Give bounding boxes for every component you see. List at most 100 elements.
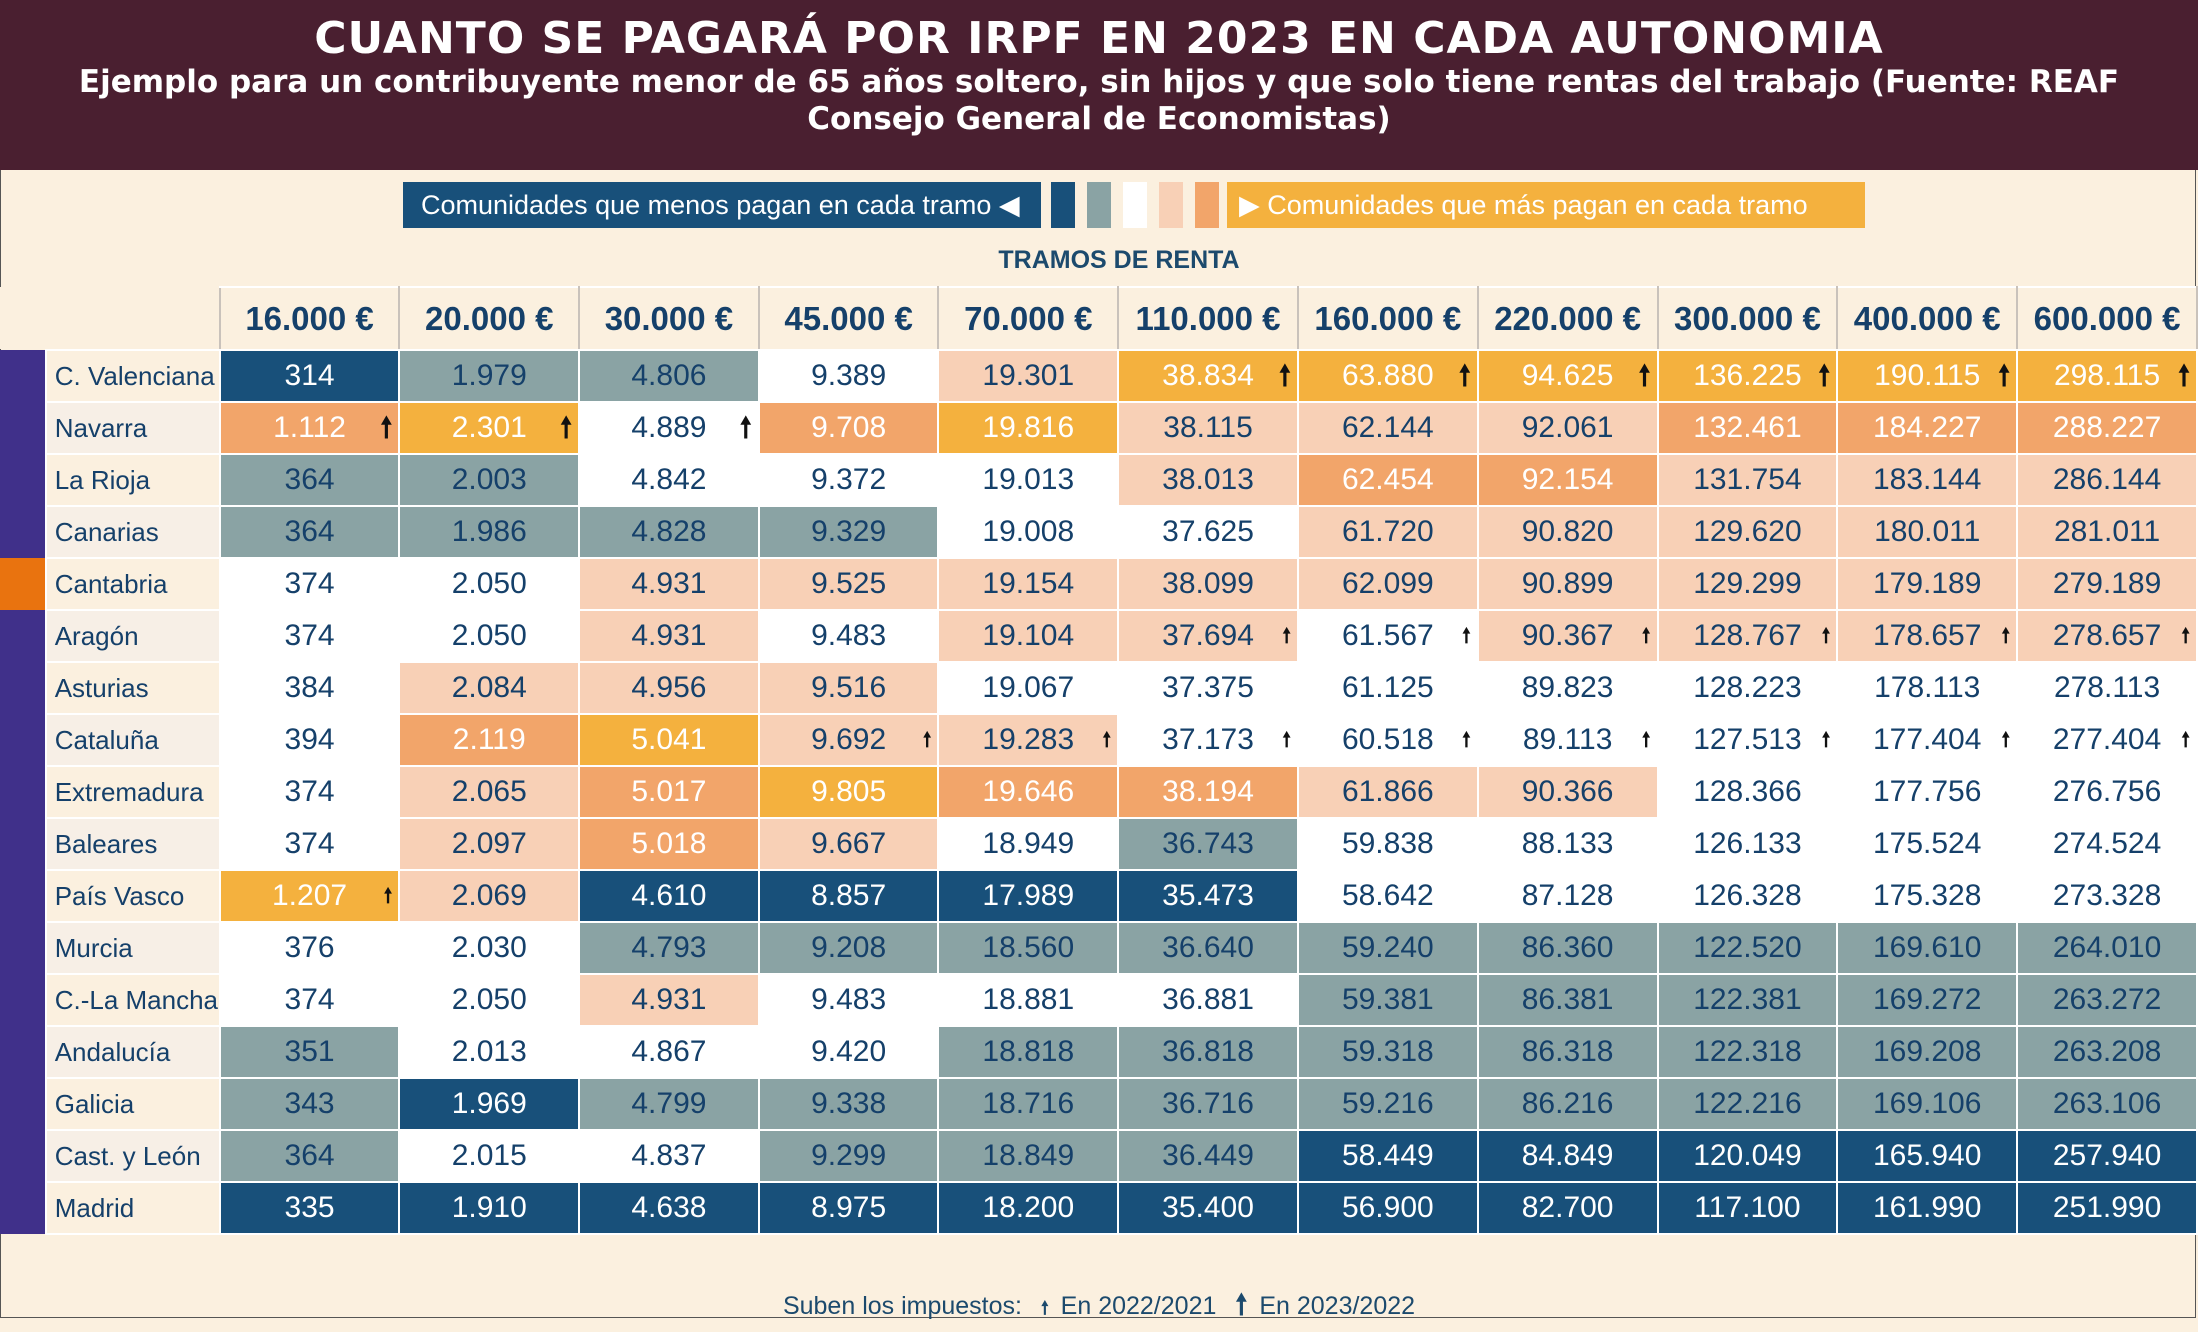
value-cell: 128.366 [1656, 765, 1839, 819]
cell-value: 88.133 [1521, 827, 1614, 860]
value-cell: 4.931 [578, 557, 760, 611]
value-cell: 169.208 [1836, 1025, 2019, 1079]
big-up-arrow-icon: 🠕 [2177, 360, 2190, 391]
cell-value: 374 [284, 775, 335, 808]
value-cell: 184.227 [1836, 401, 2019, 455]
big-up-arrow-icon: 🠕 [1998, 360, 2011, 391]
value-cell: 264.010 [2016, 921, 2198, 975]
value-cell: 178.657 🠕 [1836, 609, 2019, 663]
cell-value: 128.223 [1693, 671, 1802, 704]
value-cell: 364 [218, 453, 401, 507]
value-cell: 56.900 [1296, 1181, 1479, 1235]
value-cell: 122.381 [1656, 973, 1839, 1027]
value-cell: 5.018 [578, 817, 760, 871]
value-cell: 9.525 [757, 557, 940, 611]
cell-value: 263.106 [2052, 1087, 2162, 1120]
value-cell: 1.910 [398, 1181, 581, 1235]
cell-value: 19.154 [982, 567, 1075, 600]
value-cell: 263.106 [2016, 1077, 2198, 1131]
value-cell: 5.017 [578, 765, 760, 819]
cell-value: 9.805 [811, 775, 887, 808]
cell-value: 4.638 [631, 1191, 707, 1224]
cell-value: 87.128 [1521, 879, 1614, 912]
value-cell: 58.642 [1296, 869, 1479, 923]
cell-value: 58.449 [1341, 1139, 1434, 1172]
cell-value: 169.106 [1872, 1087, 1982, 1120]
region-name: Canarias [44, 505, 221, 559]
cell-value: 288.227 [2052, 411, 2162, 444]
small-up-arrow-icon: 🠕 [1040, 1298, 1049, 1318]
cell-value: 281.011 [2053, 515, 2161, 548]
cell-value: 18.818 [982, 1035, 1075, 1068]
column-header: 110.000 € [1117, 286, 1299, 351]
column-header: 45.000 € [757, 286, 940, 351]
value-cell: 9.329 [757, 505, 940, 559]
row-marker [0, 662, 47, 714]
value-cell: 35.473 [1117, 869, 1299, 923]
value-cell: 4.806 [578, 349, 760, 403]
cell-value: 2.050 [451, 567, 527, 600]
big-up-arrow-icon: 🠕 [560, 412, 573, 443]
value-cell: 2.097 [398, 817, 581, 871]
region-name: Andalucía [44, 1025, 221, 1079]
column-header: 70.000 € [937, 286, 1120, 351]
cell-value: 9.389 [811, 359, 887, 392]
value-cell: 263.208 [2016, 1025, 2198, 1079]
cell-value: 9.483 [811, 983, 887, 1016]
cell-value: 82.700 [1521, 1191, 1614, 1224]
region-name: Madrid [44, 1181, 221, 1235]
cell-value: 36.881 [1162, 983, 1254, 1016]
value-cell: 161.990 [1836, 1181, 2019, 1235]
value-cell: 178.113 [1836, 661, 2019, 715]
row-marker [0, 922, 47, 974]
cell-value: 4.828 [631, 515, 707, 548]
cell-value: 177.756 [1872, 775, 1982, 808]
cell-value: 286.144 [2052, 463, 2162, 496]
value-cell: 62.144 [1296, 401, 1479, 455]
cell-value: 18.949 [982, 827, 1075, 860]
row-marker [0, 818, 47, 870]
value-cell: 376 [218, 921, 401, 975]
legend-swatch [1159, 182, 1183, 228]
cell-value: 178.113 [1874, 671, 1981, 704]
cell-value: 184.227 [1872, 411, 1982, 444]
cell-value: 56.900 [1341, 1191, 1434, 1224]
cell-value: 1.910 [451, 1191, 527, 1224]
table-row: Baleares 374 2.097 5.018 9.667 18.949 36.743 59… [0, 817, 2198, 871]
value-cell: 59.216 [1296, 1077, 1479, 1131]
cell-value: 59.240 [1341, 931, 1434, 964]
cell-value: 122.216 [1693, 1087, 1802, 1120]
small-up-arrow-icon: 🠕 [1282, 729, 1291, 751]
cell-value: 2.065 [451, 775, 527, 808]
cell-value: 2.030 [451, 931, 527, 964]
value-cell: 38.834 🠕 [1117, 349, 1299, 403]
value-cell: 177.404 🠕 [1836, 713, 2019, 767]
column-header: 600.000 € [2016, 286, 2198, 351]
left-arrow-icon: ◀ [998, 190, 1020, 220]
value-cell: 63.880 🠕 [1296, 349, 1479, 403]
value-cell: 122.520 [1656, 921, 1839, 975]
value-cell: 18.716 [937, 1077, 1120, 1131]
cell-value: 90.366 [1521, 775, 1614, 808]
cell-value: 4.931 [631, 983, 707, 1016]
cell-value: 4.837 [631, 1139, 707, 1172]
value-cell: 9.208 [757, 921, 940, 975]
row-marker [0, 402, 47, 454]
value-cell: 38.115 [1117, 401, 1299, 455]
value-cell: 2.050 [398, 609, 581, 663]
cell-value: 38.013 [1162, 463, 1254, 496]
cell-value: 129.620 [1693, 515, 1802, 548]
cell-value: 2.050 [451, 619, 527, 652]
cell-value: 175.524 [1872, 827, 1982, 860]
cell-value: 122.318 [1693, 1035, 1802, 1068]
value-cell: 18.200 [937, 1181, 1120, 1235]
region-name: Cast. y León [44, 1129, 221, 1183]
cell-value: 161.990 [1872, 1191, 1982, 1224]
row-marker [0, 714, 47, 766]
value-cell: 169.610 [1836, 921, 2019, 975]
cell-value: 183.144 [1872, 463, 1982, 496]
cell-value: 2.015 [451, 1139, 527, 1172]
cell-value: 2.301 [451, 411, 527, 444]
cell-value: 9.525 [811, 567, 887, 600]
cell-value: 374 [284, 567, 335, 600]
